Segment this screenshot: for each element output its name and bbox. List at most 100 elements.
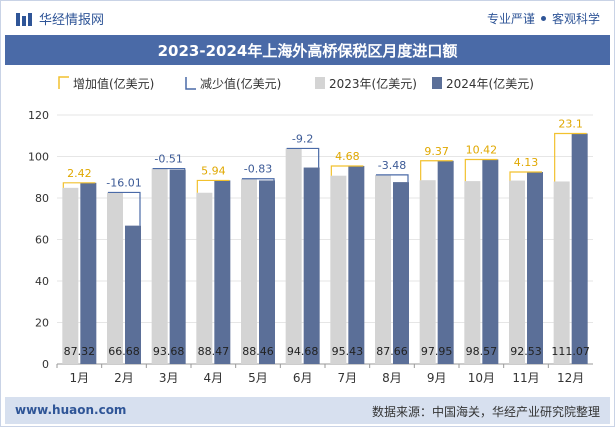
increase-bracket: [509, 171, 542, 181]
change-label: -0.83: [244, 163, 272, 176]
change-label: 5.94: [201, 164, 226, 177]
chart-title: 2023-2024年上海外高桥保税区月度进口额: [5, 35, 610, 65]
change-label: -3.48: [378, 159, 406, 172]
value-label-2024: 111.07: [551, 345, 590, 358]
decrease-bracket: [242, 178, 275, 181]
value-label-2024: 95.43: [332, 345, 364, 358]
top-bar: 华经情报网 专业严谨 客观科学: [1, 1, 614, 35]
bar-2023: [464, 181, 481, 364]
bar-2024: [169, 169, 186, 364]
change-label: 4.13: [514, 156, 539, 169]
change-label: 23.1: [558, 118, 583, 131]
brand: 华经情报网: [15, 9, 104, 28]
value-label-2024: 93.68: [153, 345, 185, 358]
data-source: 数据来源：中国海关，华经产业研究院整理: [371, 405, 600, 419]
value-label-2024: 87.32: [64, 345, 96, 358]
bar-2023: [241, 178, 257, 364]
x-tick-label: 2月: [114, 371, 134, 385]
separator-dot-icon: [540, 16, 546, 21]
value-label-2024: 98.57: [466, 345, 498, 358]
value-label-2024: 88.46: [242, 345, 274, 358]
increase-bracket: [330, 165, 364, 176]
x-tick-label: 5月: [248, 371, 268, 385]
legend-label: 2024年(亿美元): [446, 76, 534, 91]
bar-2024: [259, 180, 275, 364]
decrease-bracket: [286, 147, 320, 168]
logo-icon: [16, 12, 32, 26]
x-tick-label: 1月: [70, 371, 90, 385]
bar-2023: [151, 168, 168, 364]
y-tick-label: 60: [35, 234, 49, 247]
bar-2023: [419, 180, 436, 364]
change-label: 9.37: [424, 145, 449, 158]
increase-bracket: [196, 179, 230, 193]
increase-bracket: [554, 132, 587, 182]
bar-2024: [303, 167, 320, 364]
bar-2023: [509, 180, 525, 364]
value-label-2024: 97.95: [421, 345, 453, 358]
website-link[interactable]: www.huaon.com: [15, 403, 127, 417]
brand-name: 华经情报网: [39, 13, 105, 28]
decrease-bracket: [108, 191, 141, 226]
bar-2024: [80, 182, 97, 364]
value-label-2024: 87.66: [376, 345, 408, 358]
legend-label: 2023年(亿美元): [329, 76, 417, 91]
bar-2023: [375, 174, 391, 364]
value-label-2024: 94.68: [287, 345, 319, 358]
legend-label: 增加值(亿美元): [73, 76, 154, 91]
legend-label: 减少值(亿美元): [200, 76, 281, 91]
bar-2024: [527, 172, 543, 364]
bar-2024: [214, 180, 231, 364]
bar-2023: [196, 192, 213, 364]
x-tick-label: 8月: [382, 371, 402, 385]
decrease-bracket: [152, 167, 186, 170]
bar-2024: [348, 165, 365, 364]
tagline-1: 专业严谨: [486, 12, 535, 26]
increase-bracket: [62, 182, 96, 188]
tagline-2: 客观科学: [551, 12, 600, 26]
bar-2024: [571, 133, 588, 364]
change-label: 2.42: [67, 167, 92, 180]
legend-swatch-increase: [58, 76, 69, 89]
change-label: -16.01: [106, 176, 141, 189]
legend-swatch-y24: [432, 77, 442, 89]
x-tick-label: 6月: [293, 371, 313, 385]
x-tick-label: 11月: [512, 371, 539, 385]
y-tick-label: 40: [35, 275, 49, 288]
x-tick-label: 10月: [468, 371, 495, 385]
x-tick-label: 12月: [557, 371, 584, 385]
y-tick-label: 120: [28, 109, 49, 122]
bar-2023: [553, 181, 570, 364]
bar-2024: [125, 225, 141, 364]
increase-bracket: [464, 158, 498, 182]
legend-swatch-decrease: [185, 77, 196, 90]
legend-swatch-y23: [315, 77, 325, 89]
value-label-2024: 66.68: [108, 345, 140, 358]
tagline: 专业严谨 客观科学: [487, 10, 600, 27]
change-label: 10.42: [466, 143, 498, 156]
bar-2024: [482, 159, 499, 364]
x-tick-label: 9月: [427, 371, 447, 385]
y-tick-label: 0: [42, 358, 49, 371]
bar-2023: [107, 192, 123, 364]
x-tick-label: 7月: [338, 371, 358, 385]
x-tick-label: 4月: [204, 371, 224, 385]
x-tick-label: 3月: [159, 371, 179, 385]
y-tick-label: 20: [35, 317, 49, 330]
bar-2023: [330, 175, 347, 364]
footer: www.huaon.com 数据来源：中国海关，华经产业研究院整理: [5, 397, 610, 424]
bar-2024: [393, 182, 409, 364]
bar-2024: [437, 160, 454, 364]
increase-bracket: [420, 160, 453, 181]
bar-2023: [62, 187, 79, 364]
change-label: 4.68: [335, 150, 360, 163]
y-tick-label: 100: [28, 151, 49, 164]
y-tick-label: 80: [35, 192, 49, 205]
decrease-bracket: [376, 174, 409, 183]
value-label-2024: 92.53: [510, 345, 542, 358]
chart-plot: 增加值(亿美元) 减少值(亿美元) 2023年(亿美元) 2024年(亿美元) 0 20 4…: [28, 76, 593, 385]
change-label: -0.51: [154, 153, 182, 166]
change-label: -9.2: [292, 132, 313, 145]
bar-2023: [285, 148, 302, 364]
